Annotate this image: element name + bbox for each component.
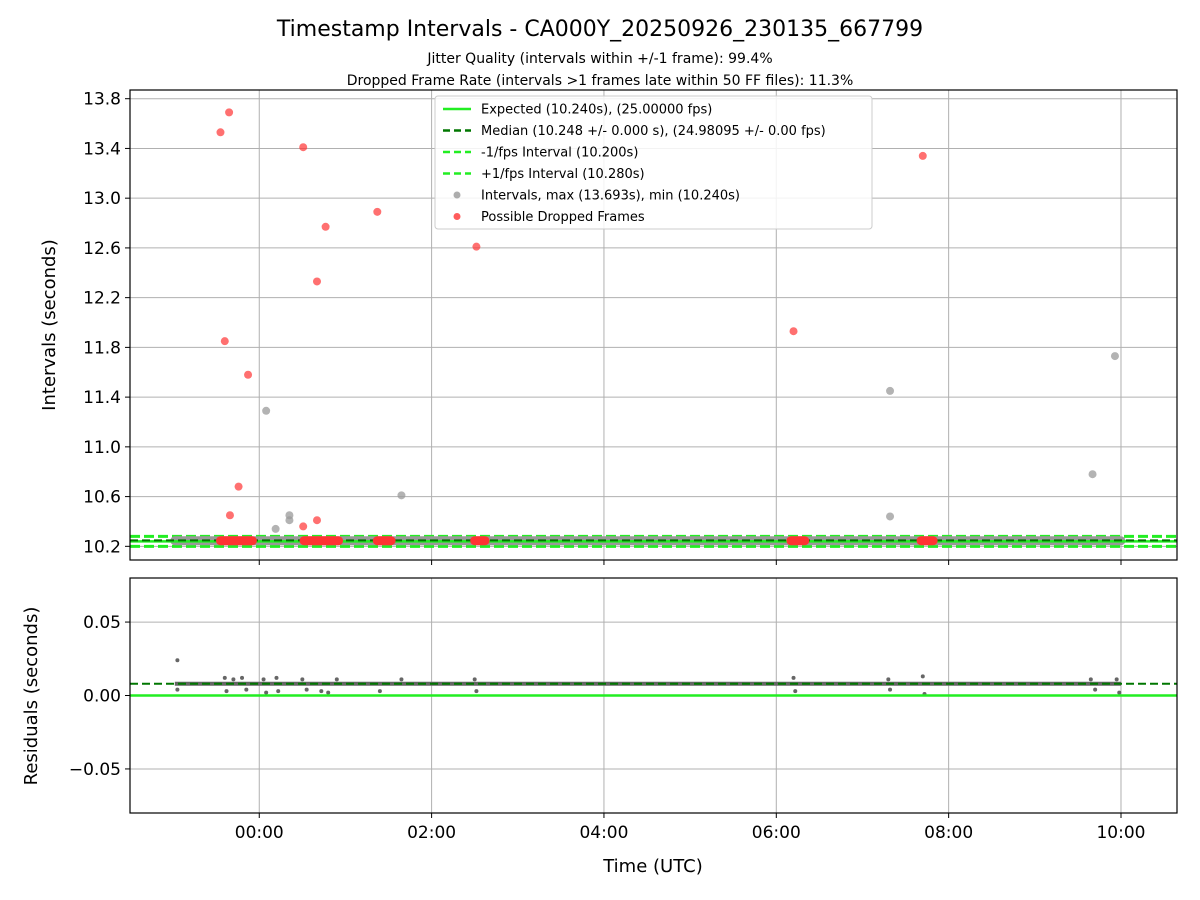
residual-point [377, 689, 382, 694]
legend-box [434, 95, 873, 230]
y-tick-label: 13.4 [83, 139, 121, 159]
residual-point [240, 675, 245, 680]
plot-area [130, 658, 1177, 697]
dropped-frame-point [373, 207, 382, 216]
residuals-plot: −0.05 0.00 0.05 00:00 02:00 04:00 06:00 08:00 10… [69, 577, 1178, 843]
residual-point [276, 689, 281, 694]
residual-point [244, 687, 249, 692]
residual-point [175, 687, 180, 692]
dropped-frame-point [472, 242, 481, 251]
y-tick-label: 0.00 [83, 687, 121, 707]
residual-point [886, 677, 891, 682]
y-tick-label: 11.8 [83, 338, 121, 358]
residual-point [1117, 690, 1122, 695]
residual-point [1088, 677, 1093, 682]
legend-entry: Median (10.248 +/- 0.000 s), (24.98095 +… [481, 124, 826, 139]
legend-entry: +1/fps Interval (10.280s) [481, 167, 645, 182]
residual-point [222, 675, 227, 680]
dropped-frame-point [299, 522, 308, 531]
dropped-frame-point [234, 482, 243, 491]
residual-point [261, 677, 266, 682]
residual-point [224, 689, 229, 694]
dropped-frame-point [244, 370, 253, 379]
x-tick-label: 08:00 [924, 823, 973, 843]
x-axis-label: Time (UTC) [602, 856, 703, 877]
residual-point [472, 677, 477, 682]
y-tick-label: 12.6 [83, 239, 121, 259]
interval-point [262, 406, 271, 415]
y-tick-label: 11.4 [83, 388, 121, 408]
residual-point [474, 689, 479, 694]
dropped-frame-rate-subtitle: Dropped Frame Rate (intervals >1 frames … [347, 73, 854, 89]
x-tick-label: 00:00 [235, 823, 284, 843]
dropped-frame-point [312, 277, 321, 286]
dropped-frame-point [225, 511, 234, 520]
y-tick-label: 0.05 [83, 613, 121, 633]
dropped-frame-point [321, 222, 330, 231]
residual-point [920, 674, 925, 679]
legend-dot-swatch [453, 213, 461, 220]
legend: Expected (10.240s), (25.00000 fps) Median… [434, 95, 873, 230]
legend-entry: -1/fps Interval (10.200s) [481, 146, 638, 161]
plot-area [130, 108, 1177, 548]
interval-point [886, 386, 895, 395]
y-tick-label: 13.0 [83, 189, 121, 209]
dropped-frame-point [789, 327, 798, 336]
dropped-frame-point [225, 108, 234, 117]
chart-title: Timestamp Intervals - CA000Y_20250926_23… [276, 17, 923, 42]
residual-point [231, 677, 236, 682]
y-tick-label: 12.2 [83, 289, 121, 309]
dropped-frame-point [220, 337, 229, 346]
x-tick-label: 02:00 [407, 823, 456, 843]
residual-point [319, 689, 324, 694]
dropped-frame-point [918, 151, 927, 160]
residual-point [326, 690, 331, 695]
legend-entry: Possible Dropped Frames [481, 210, 645, 225]
interval-point [1088, 470, 1097, 479]
interval-point [285, 516, 294, 525]
dropped-frame-point [312, 516, 321, 525]
y-tick-label: 10.6 [83, 488, 121, 508]
y-tick-label: 11.0 [83, 438, 121, 458]
x-tick-label: 06:00 [752, 823, 801, 843]
jitter-quality-subtitle: Jitter Quality (intervals within +/-1 fr… [426, 51, 772, 67]
axes-frame [129, 89, 1178, 561]
residual-point [791, 675, 796, 680]
legend-entry: Expected (10.240s), (25.00000 fps) [481, 103, 712, 118]
y-tick-label: −0.05 [69, 760, 121, 780]
residual-point [888, 687, 893, 692]
interval-point [397, 491, 406, 500]
interval-point [886, 512, 895, 521]
residual-point [304, 687, 309, 692]
residual-point [399, 677, 404, 682]
x-tick-label: 04:00 [579, 823, 628, 843]
y-tick-label: 10.2 [83, 537, 121, 557]
residual-point [334, 677, 339, 682]
interval-point [1110, 352, 1119, 361]
residual-point [264, 690, 269, 695]
legend-dot-swatch [453, 191, 461, 199]
dropped-frame-point [299, 143, 308, 152]
residual-point [793, 689, 798, 694]
residual-point [300, 677, 305, 682]
top-y-axis-label: Intervals (seconds) [39, 239, 60, 411]
legend-entry: Intervals, max (13.693s), min (10.240s) [481, 189, 740, 204]
x-tick-label: 10:00 [1096, 823, 1145, 843]
residual-point [175, 658, 180, 663]
dropped-frame-point [216, 128, 225, 137]
residual-point [1114, 677, 1119, 682]
residual-point [1093, 687, 1098, 692]
residual-point [274, 675, 279, 680]
y-tick-label: 13.8 [83, 90, 121, 110]
bottom-y-axis-label: Residuals (seconds) [21, 607, 42, 786]
interval-point [271, 524, 280, 533]
